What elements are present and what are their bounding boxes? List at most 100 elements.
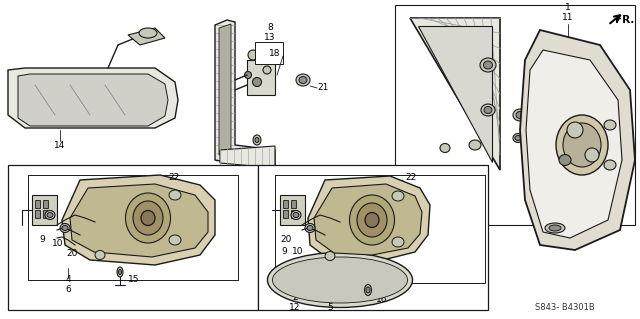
Ellipse shape	[263, 66, 271, 74]
Polygon shape	[62, 175, 215, 265]
Ellipse shape	[133, 201, 163, 235]
Ellipse shape	[293, 212, 299, 218]
Polygon shape	[8, 68, 178, 128]
Polygon shape	[314, 184, 422, 255]
Bar	[283, 210, 288, 218]
Ellipse shape	[366, 287, 370, 293]
Ellipse shape	[305, 224, 315, 233]
Ellipse shape	[515, 136, 521, 140]
Text: 7: 7	[578, 226, 584, 234]
Ellipse shape	[484, 107, 492, 114]
Bar	[8, 165, 258, 310]
Ellipse shape	[253, 135, 261, 145]
Polygon shape	[128, 28, 165, 45]
Polygon shape	[418, 26, 492, 162]
Ellipse shape	[604, 160, 616, 170]
Polygon shape	[220, 146, 275, 168]
Ellipse shape	[392, 237, 404, 247]
Text: 2: 2	[292, 293, 298, 302]
Ellipse shape	[169, 190, 181, 200]
Text: 1: 1	[565, 4, 571, 12]
Ellipse shape	[45, 211, 55, 219]
Ellipse shape	[567, 122, 583, 138]
Ellipse shape	[559, 154, 571, 166]
Ellipse shape	[480, 58, 496, 72]
Polygon shape	[520, 30, 635, 250]
Ellipse shape	[440, 144, 450, 152]
Text: 5: 5	[327, 303, 333, 313]
Bar	[43, 210, 48, 218]
Ellipse shape	[604, 120, 616, 130]
Ellipse shape	[248, 50, 258, 60]
Ellipse shape	[255, 137, 259, 143]
Ellipse shape	[516, 112, 524, 118]
Text: 10: 10	[52, 239, 64, 248]
Text: 4: 4	[65, 276, 71, 285]
Bar	[275, 175, 485, 283]
Text: 22: 22	[405, 174, 416, 182]
Text: 20: 20	[280, 235, 292, 244]
Polygon shape	[215, 20, 275, 168]
Ellipse shape	[62, 226, 68, 231]
Bar	[280, 195, 305, 225]
Text: 15: 15	[128, 276, 140, 285]
Bar	[43, 200, 48, 208]
Polygon shape	[70, 184, 208, 257]
Ellipse shape	[268, 253, 413, 308]
Bar	[28, 175, 238, 280]
Ellipse shape	[585, 148, 599, 162]
Ellipse shape	[296, 74, 310, 86]
Ellipse shape	[291, 211, 301, 219]
Ellipse shape	[47, 212, 53, 218]
Ellipse shape	[299, 77, 307, 84]
Text: 6: 6	[65, 286, 71, 294]
Ellipse shape	[349, 195, 394, 245]
Ellipse shape	[392, 191, 404, 201]
Ellipse shape	[513, 109, 527, 121]
Polygon shape	[18, 74, 168, 126]
Ellipse shape	[307, 226, 313, 231]
Bar	[247, 60, 275, 95]
Text: 16: 16	[376, 295, 387, 305]
Text: 14: 14	[54, 140, 66, 150]
Polygon shape	[308, 176, 430, 262]
Ellipse shape	[469, 140, 481, 150]
Text: FR.: FR.	[615, 15, 634, 25]
Ellipse shape	[141, 211, 155, 226]
Ellipse shape	[117, 267, 123, 277]
Ellipse shape	[60, 224, 70, 233]
Bar	[255, 42, 283, 64]
Bar	[35, 210, 40, 218]
Ellipse shape	[481, 104, 495, 116]
Text: 13: 13	[264, 33, 276, 42]
Polygon shape	[410, 18, 500, 170]
Polygon shape	[526, 50, 622, 238]
Text: 3: 3	[327, 293, 333, 302]
Ellipse shape	[513, 133, 523, 143]
Bar	[291, 200, 296, 208]
Text: 10: 10	[292, 248, 304, 256]
Text: 8: 8	[267, 24, 273, 33]
Ellipse shape	[556, 115, 608, 175]
Text: 11: 11	[563, 13, 573, 23]
Ellipse shape	[125, 193, 170, 243]
Text: 12: 12	[289, 303, 301, 313]
Ellipse shape	[169, 235, 181, 245]
Ellipse shape	[365, 212, 379, 227]
Bar	[291, 210, 296, 218]
Ellipse shape	[545, 223, 565, 233]
Bar	[283, 200, 288, 208]
Text: 18: 18	[269, 48, 280, 57]
Text: 21: 21	[317, 84, 328, 93]
Ellipse shape	[483, 61, 493, 69]
Bar	[35, 200, 40, 208]
Text: 22: 22	[168, 174, 179, 182]
Bar	[258, 165, 488, 310]
Bar	[395, 5, 635, 225]
Ellipse shape	[118, 270, 122, 275]
Ellipse shape	[139, 28, 157, 38]
Text: 9: 9	[39, 235, 45, 244]
Ellipse shape	[253, 78, 262, 86]
Ellipse shape	[563, 123, 601, 167]
Text: 17: 17	[530, 115, 541, 124]
